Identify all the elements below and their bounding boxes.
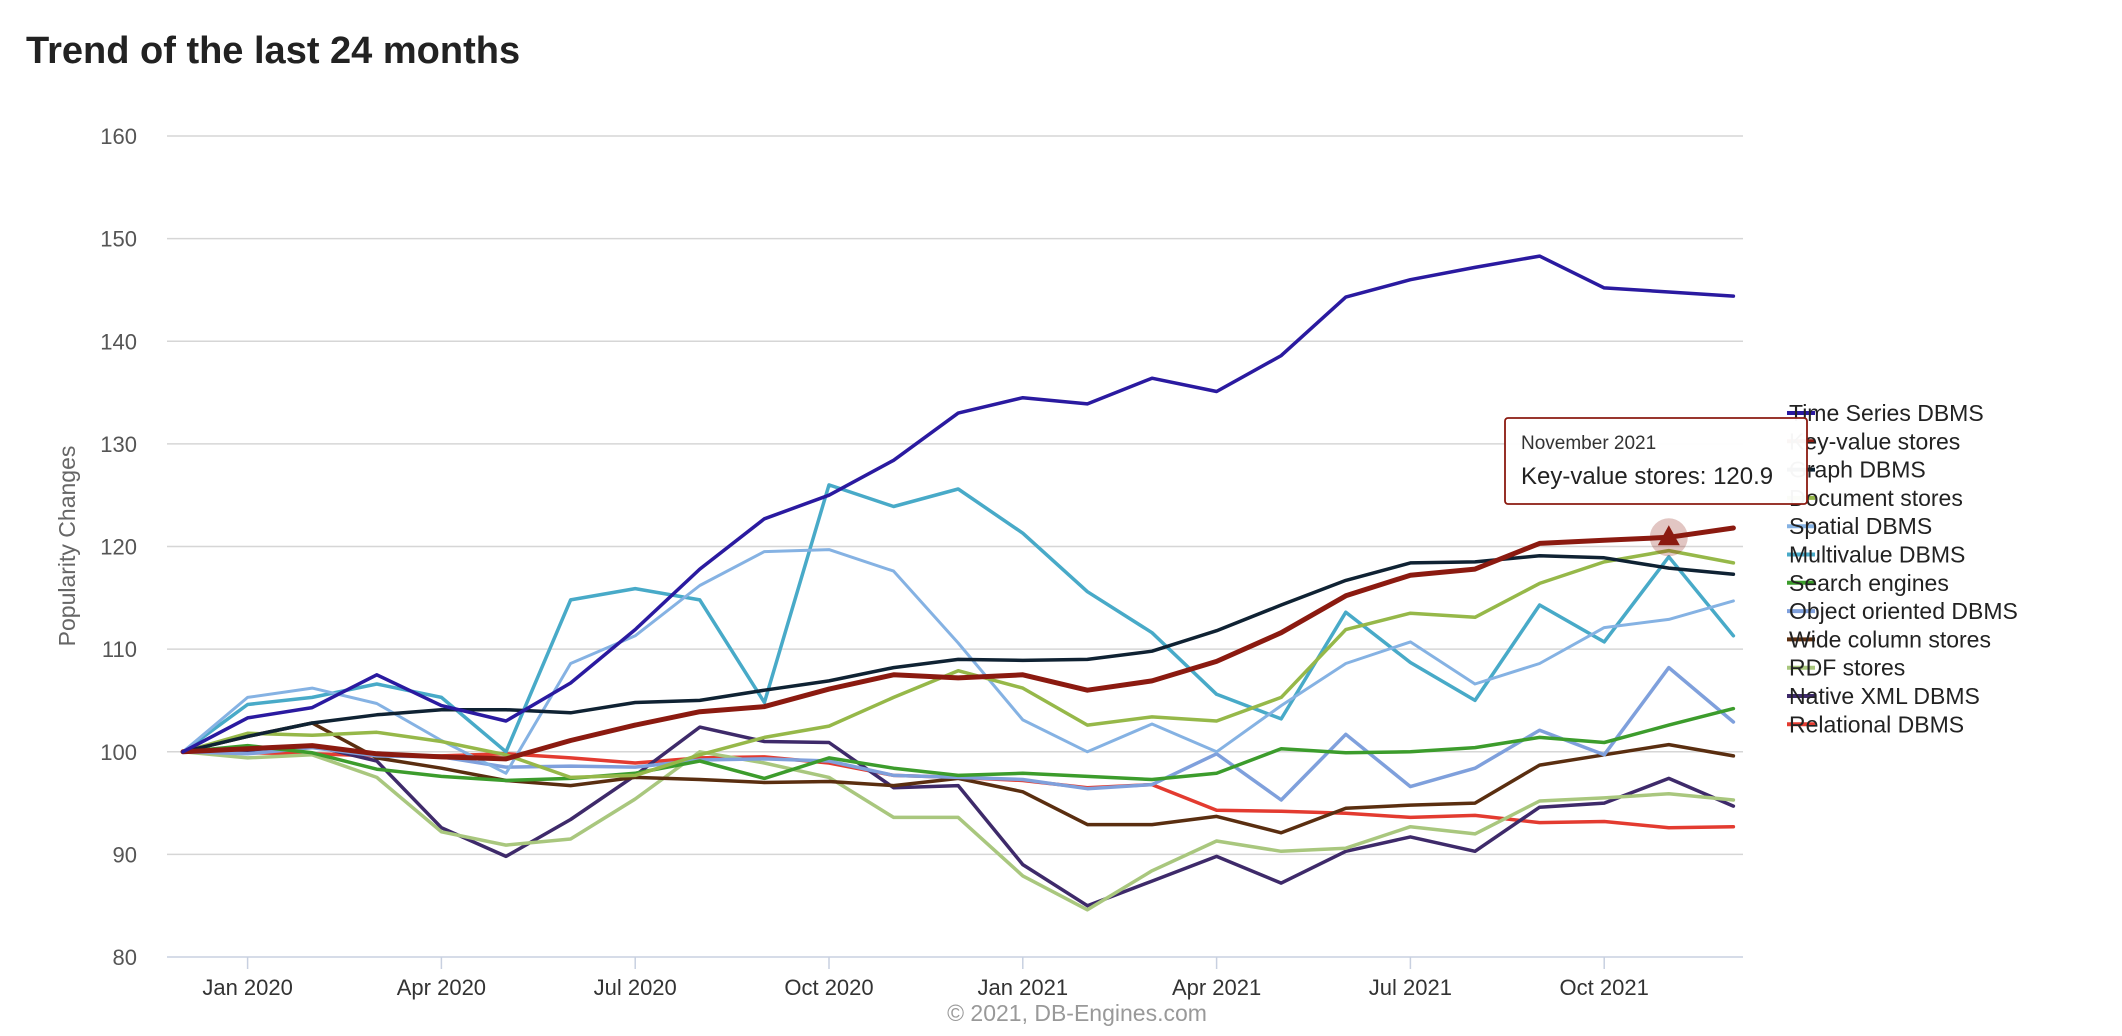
x-tick-label: Apr 2020 bbox=[397, 975, 486, 1000]
legend-item[interactable]: Time Series DBMS bbox=[1787, 400, 1984, 426]
legend-item[interactable]: Object oriented DBMS bbox=[1787, 598, 2018, 624]
y-tick-label: 120 bbox=[100, 535, 137, 560]
legend-item[interactable]: RDF stores bbox=[1787, 655, 1905, 681]
series-line-rdf-stores[interactable] bbox=[181, 750, 1736, 912]
y-tick-label: 100 bbox=[100, 740, 137, 765]
x-tick-label: Oct 2021 bbox=[1560, 975, 1649, 1000]
legend-item[interactable]: Key-value stores bbox=[1787, 428, 1960, 454]
y-axis-label: Popularity Changes bbox=[54, 446, 80, 647]
legend-label: Object oriented DBMS bbox=[1789, 598, 2018, 624]
gridlines bbox=[167, 135, 1743, 958]
legend-label: Search engines bbox=[1789, 570, 1949, 596]
x-tick-label: Jan 2021 bbox=[978, 975, 1069, 1000]
legend-item[interactable]: Search engines bbox=[1787, 570, 1949, 596]
legend-label: Wide column stores bbox=[1789, 626, 1991, 652]
legend-label: Key-value stores bbox=[1789, 428, 1960, 454]
y-tick-label: 140 bbox=[100, 329, 137, 354]
y-tick-label: 160 bbox=[100, 124, 137, 149]
hover-marker[interactable] bbox=[1657, 525, 1680, 546]
tooltip-date: November 2021 bbox=[1521, 433, 1656, 454]
legend-label: Graph DBMS bbox=[1789, 457, 1926, 483]
legend-item[interactable]: Spatial DBMS bbox=[1787, 513, 1932, 539]
y-tick-label: 130 bbox=[100, 432, 137, 457]
series-line-multivalue-dbms[interactable] bbox=[181, 483, 1736, 754]
series-line-graph-dbms[interactable] bbox=[181, 553, 1736, 754]
legend-label: Relational DBMS bbox=[1789, 711, 1964, 737]
chart-title: Trend of the last 24 months bbox=[26, 30, 521, 72]
tooltip: November 2021 Key-value stores: 120.9 bbox=[1504, 417, 1808, 557]
x-tick-label: Jan 2020 bbox=[202, 975, 293, 1000]
legend-item[interactable]: Multivalue DBMS bbox=[1787, 542, 1965, 568]
y-axis-ticks: 80 90 100 110 120 130 140 150 160 bbox=[100, 124, 137, 970]
x-tick-label: Jul 2020 bbox=[594, 975, 677, 1000]
legend-item[interactable]: Document stores bbox=[1787, 485, 1963, 511]
x-tick-label: Jul 2021 bbox=[1369, 975, 1452, 1000]
series-line-time-series-dbms[interactable] bbox=[181, 254, 1736, 754]
legend-label: Native XML DBMS bbox=[1789, 683, 1980, 709]
y-tick-label: 150 bbox=[100, 227, 137, 252]
series-line-key-value-stores[interactable] bbox=[180, 525, 1736, 762]
credit[interactable]: © 2021, DB-Engines.com bbox=[947, 1000, 1207, 1026]
y-tick-label: 110 bbox=[102, 637, 137, 662]
series-line-document-stores[interactable] bbox=[181, 548, 1736, 780]
series-line-native-xml-dbms[interactable] bbox=[181, 725, 1736, 908]
legend-label: Spatial DBMS bbox=[1789, 513, 1932, 539]
legend-label: Document stores bbox=[1789, 485, 1963, 511]
legend-item[interactable]: Relational DBMS bbox=[1787, 711, 1964, 737]
tooltip-box bbox=[1504, 417, 1808, 505]
legend-label: Time Series DBMS bbox=[1789, 400, 1984, 426]
legend-item[interactable]: Native XML DBMS bbox=[1787, 683, 1980, 709]
legend-label: Multivalue DBMS bbox=[1789, 542, 1965, 568]
x-axis: Jan 2020 Apr 2020 Jul 2020 Oct 2020 Jan 2021… bbox=[202, 957, 1649, 1000]
series-lines bbox=[180, 254, 1736, 912]
x-tick-label: Oct 2020 bbox=[784, 975, 873, 1000]
legend-item[interactable]: Wide column stores bbox=[1787, 626, 1991, 652]
series-line-search-engines[interactable] bbox=[181, 706, 1736, 783]
legend-label: RDF stores bbox=[1789, 655, 1905, 681]
y-tick-label: 80 bbox=[113, 945, 137, 970]
x-tick-label: Apr 2021 bbox=[1172, 975, 1261, 1000]
tooltip-value: Key-value stores: 120.9 bbox=[1521, 463, 1773, 490]
y-tick-label: 90 bbox=[113, 842, 137, 867]
